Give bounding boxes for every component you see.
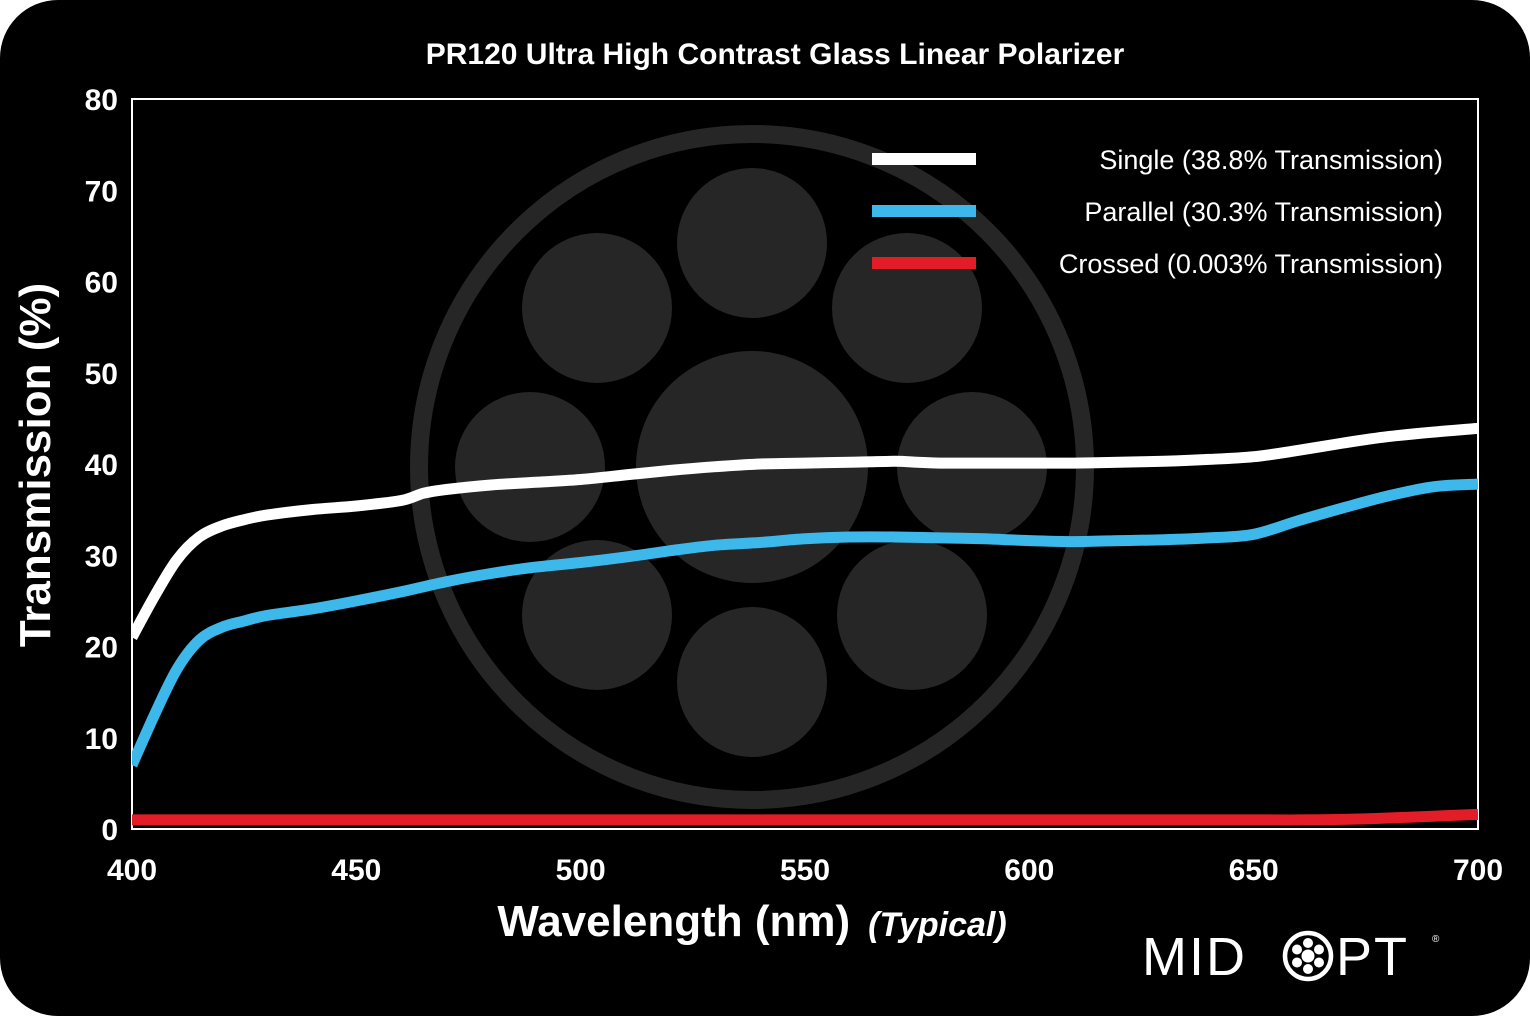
legend-label: Parallel (30.3% Transmission): [1084, 197, 1443, 227]
series-layer: [132, 422, 1478, 826]
series-line-parallel: [132, 478, 1478, 768]
chart-title: PR120 Ultra High Contrast Glass Linear P…: [426, 38, 1125, 71]
y-tick-label: 50: [85, 358, 118, 391]
x-tick-label: 500: [556, 854, 606, 887]
y-tick-label: 30: [85, 540, 118, 573]
x-tick-label: 700: [1453, 854, 1503, 887]
x-tick-label: 400: [107, 854, 157, 887]
x-tick-label: 650: [1229, 854, 1279, 887]
y-tick-label: 10: [85, 723, 118, 756]
legend-item-parallel: Parallel (30.3% Transmission): [872, 197, 1443, 227]
watermark-logo: [410, 125, 1094, 809]
legend-swatch: [872, 205, 976, 217]
registered-mark: ®: [1432, 934, 1440, 945]
legend-item-crossed: Crossed (0.003% Transmission): [872, 249, 1443, 279]
y-tick-label: 0: [101, 814, 118, 847]
plot-area-frame: [131, 98, 1479, 830]
legend-swatch: [872, 257, 976, 269]
logo-text-right: PT: [1336, 927, 1409, 987]
legend: Single (38.8% Transmission) Parallel (30.…: [872, 145, 1443, 279]
x-tick-label: 550: [780, 854, 830, 887]
midopt-logo: MID PT ®: [1142, 927, 1440, 987]
y-axis-ticks: 0 10 20 30 40 50 60 70 80: [85, 84, 118, 847]
y-tick-label: 80: [85, 84, 118, 117]
x-tick-label: 450: [331, 854, 381, 887]
y-tick-label: 70: [85, 175, 118, 208]
x-axis-ticks: 400 450 500 550 600 650 700: [107, 854, 1503, 887]
x-axis-label-note: (Typical): [868, 906, 1007, 944]
series-line-crossed: [132, 808, 1478, 826]
logo-text-left: MID: [1142, 927, 1247, 987]
x-tick-label: 600: [1004, 854, 1054, 887]
logo-mark-icon: [1282, 930, 1334, 982]
legend-item-single: Single (38.8% Transmission): [872, 145, 1443, 175]
x-axis-label-main: Wavelength (nm): [497, 897, 850, 946]
legend-label: Single (38.8% Transmission): [1099, 145, 1443, 175]
series-line-single: [132, 422, 1478, 640]
x-axis-label: Wavelength (nm) (Typical): [497, 897, 1006, 946]
legend-swatch: [872, 153, 976, 165]
legend-label: Crossed (0.003% Transmission): [1059, 249, 1443, 279]
y-tick-label: 20: [85, 632, 118, 665]
y-axis-label: Transmission (%): [11, 283, 60, 647]
y-tick-label: 60: [85, 267, 118, 300]
y-tick-label: 40: [85, 449, 118, 482]
